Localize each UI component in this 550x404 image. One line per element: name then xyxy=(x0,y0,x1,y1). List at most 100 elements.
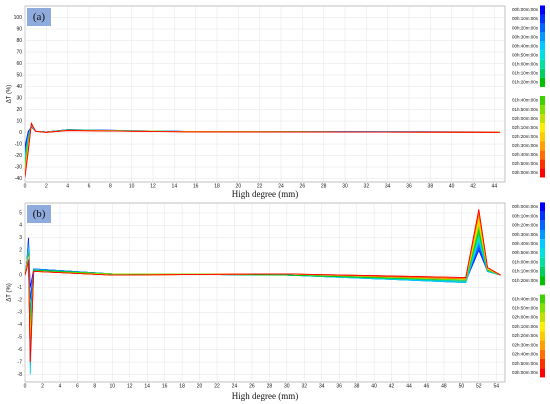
x-tick-label: 10 xyxy=(109,383,115,389)
x-tick-label: 4 xyxy=(59,383,62,389)
legend-label: 00h:30m:00s xyxy=(512,232,539,237)
legend-label: 01h:40m:00s xyxy=(512,98,539,103)
x-tick-label: 24 xyxy=(232,383,238,389)
data-line xyxy=(25,209,501,363)
x-axis-label: High degree (mm) xyxy=(232,391,298,401)
legend-label: 00h:20m:00s xyxy=(512,223,539,228)
legend-label: 01h:20m:00s xyxy=(512,80,539,85)
y-tick-label: -10 xyxy=(15,141,22,147)
legend-swatch xyxy=(540,294,545,304)
y-tick-label: 20 xyxy=(16,107,22,113)
y-tick-label: 1 xyxy=(19,260,22,266)
y-tick-label: -1 xyxy=(18,285,23,291)
x-tick-label: 16 xyxy=(162,383,168,389)
x-tick-label: 8 xyxy=(93,383,96,389)
x-tick-label: 6 xyxy=(88,183,91,189)
legend-swatch xyxy=(540,266,545,277)
y-tick-label: 2 xyxy=(19,248,22,254)
legend-label: 00h:30m:00s xyxy=(512,34,539,39)
x-axis-label: High degree (mm) xyxy=(232,189,298,199)
y-tick-label: 30 xyxy=(16,95,22,101)
y-tick-label: 90 xyxy=(16,26,22,32)
x-tick-label: 32 xyxy=(301,383,307,389)
x-tick-label: 2 xyxy=(45,183,48,189)
x-tick-label: 10 xyxy=(129,183,135,189)
x-tick-label: 26 xyxy=(300,183,306,189)
legend-label: 00h:40m:00s xyxy=(512,43,539,48)
legend-swatch xyxy=(540,257,545,267)
y-tick-label: 5 xyxy=(19,210,22,216)
legend-label: 01h:50m:00s xyxy=(512,306,539,311)
legend-label: 02h:50m:00s xyxy=(512,161,539,166)
x-tick-label: 22 xyxy=(257,183,263,189)
legend-swatch xyxy=(540,368,545,378)
legend-label: 01h:00m:00s xyxy=(512,62,539,67)
x-tick-label: 48 xyxy=(441,383,447,389)
x-tick-label: 40 xyxy=(449,183,455,189)
x-tick-label: 44 xyxy=(492,183,498,189)
x-tick-label: 54 xyxy=(493,383,499,389)
x-tick-label: 12 xyxy=(127,383,133,389)
plot-lines xyxy=(25,209,501,375)
y-tick-label: 70 xyxy=(16,49,22,55)
legend-label: 02h:10m:00s xyxy=(512,324,539,329)
x-tick-label: 34 xyxy=(385,183,391,189)
legend-label: 02h:20m:00s xyxy=(512,134,539,139)
x-tick-label: 20 xyxy=(197,383,203,389)
legend-swatch xyxy=(540,211,545,221)
panel-label: (a) xyxy=(33,11,46,23)
x-tick-label: 44 xyxy=(406,383,412,389)
panel-label-box xyxy=(27,205,51,223)
y-tick-label: 100 xyxy=(14,15,23,21)
legend-swatch xyxy=(540,220,545,231)
legend-swatch xyxy=(540,276,545,286)
x-tick-label: 12 xyxy=(150,183,156,189)
legend-label: 00h:10m:00s xyxy=(512,16,539,21)
plot-area xyxy=(24,5,506,183)
legend-swatch xyxy=(540,68,545,78)
legend-swatch xyxy=(540,349,545,359)
x-tick-label: 0 xyxy=(24,383,27,389)
legend-label: 02h:50m:00s xyxy=(512,361,539,366)
legend-swatch xyxy=(540,159,545,169)
legend-label: 01h:00m:00s xyxy=(512,259,539,264)
x-tick-label: 30 xyxy=(284,383,290,389)
x-tick-label: 16 xyxy=(193,183,199,189)
y-tick-label: -4 xyxy=(18,322,23,328)
legend-swatch xyxy=(540,168,545,178)
legend-label: 00h:50m:00s xyxy=(512,52,539,57)
plot-lines xyxy=(25,121,500,178)
legend-label: 00h:50m:00s xyxy=(512,250,539,255)
x-tick-label: 22 xyxy=(214,383,220,389)
legend-swatch xyxy=(540,132,545,142)
y-tick-label: 10 xyxy=(16,118,22,124)
legend-swatch xyxy=(540,340,545,350)
legend-swatch xyxy=(540,41,545,51)
x-tick-label: 42 xyxy=(470,183,476,189)
legend-swatch xyxy=(540,59,545,69)
y-tick-label: 0 xyxy=(19,130,22,136)
y-tick-label: -8 xyxy=(18,372,23,378)
legend-swatch xyxy=(540,141,545,151)
x-tick-label: 26 xyxy=(249,383,255,389)
legend-label: 01h:20m:00s xyxy=(512,278,539,283)
y-tick-label: 80 xyxy=(16,38,22,44)
x-tick-label: 8 xyxy=(109,183,112,189)
x-tick-label: 4 xyxy=(66,183,69,189)
legend-swatch xyxy=(540,32,545,42)
legend-swatch xyxy=(540,5,545,15)
legend-label: 01h:40m:00s xyxy=(512,296,539,301)
y-tick-label: 0 xyxy=(19,272,22,278)
x-tick-label: 14 xyxy=(172,183,178,189)
x-tick-label: 24 xyxy=(278,183,284,189)
legend-swatch xyxy=(540,358,545,369)
legend-label: 02h:40m:00s xyxy=(512,352,539,357)
legend-swatch xyxy=(540,96,545,106)
x-tick-label: 18 xyxy=(179,383,185,389)
x-tick-label: 36 xyxy=(406,183,412,189)
legend-label: 02h:10m:00s xyxy=(512,125,539,130)
legend-label: 00h:00m:00s xyxy=(512,7,539,12)
legend-label: 03h:00m:00s xyxy=(512,370,539,375)
legend-label: 00h:10m:00s xyxy=(512,213,539,218)
